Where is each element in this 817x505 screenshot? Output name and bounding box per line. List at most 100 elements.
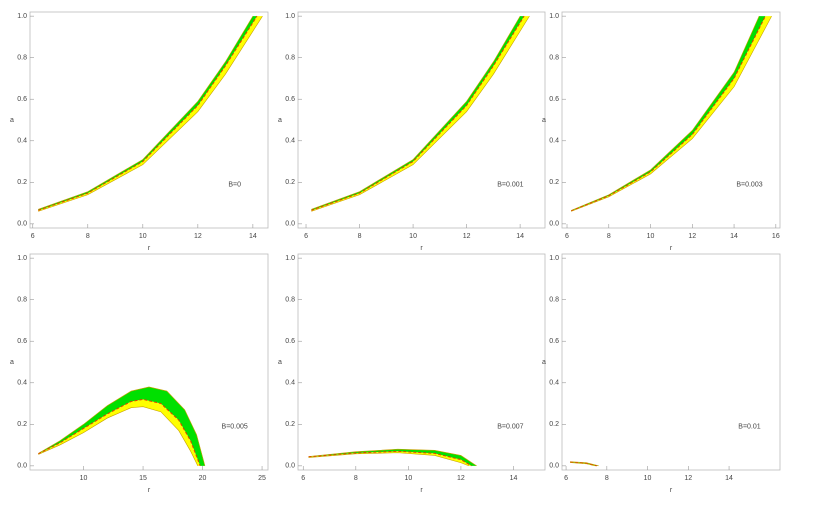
x-tick-label: 6 — [304, 233, 308, 240]
y-tick-label: 0.4 — [17, 380, 27, 387]
x-axis-label: r — [420, 487, 423, 494]
y-tick-label: 0.8 — [549, 55, 559, 62]
x-tick-label: 14 — [249, 233, 257, 240]
y-tick-label: 0.0 — [17, 221, 27, 228]
panel: 6 8 10 12 14 16 0.0 0.2 0.4 0.6 0.8 1.0 r a B=0.003 — [542, 11, 781, 252]
annotation: B=0.003 — [736, 182, 762, 189]
x-tick-label: 12 — [457, 475, 465, 482]
y-tick-label: 0.0 — [285, 221, 295, 228]
y-tick-label: 1.0 — [17, 13, 27, 20]
x-axis-label: r — [148, 245, 151, 252]
x-tick-label: 12 — [688, 233, 696, 240]
series-line — [38, 386, 206, 466]
x-tick-label: 12 — [194, 233, 202, 240]
y-tick-label: 0.4 — [549, 380, 559, 387]
x-tick-label: 10 — [647, 233, 655, 240]
y-axis-label: a — [10, 359, 14, 366]
y-tick-label: 0.8 — [549, 297, 559, 304]
series-line — [571, 16, 772, 212]
y-tick-label: 0.8 — [285, 55, 295, 62]
series-line — [38, 406, 199, 466]
y-axis-label: a — [542, 359, 546, 366]
y-tick-label: 0.6 — [285, 338, 295, 345]
y-tick-label: 0.2 — [17, 421, 27, 428]
band-fill — [311, 16, 525, 211]
x-tick-label: 10 — [404, 475, 412, 482]
annotation: B=0.001 — [497, 182, 523, 189]
y-tick-label: 0.8 — [17, 55, 27, 62]
annotation: B=0 — [228, 182, 241, 189]
series-line — [571, 15, 766, 212]
x-tick-label: 14 — [510, 475, 518, 482]
x-tick-label: 16 — [772, 233, 780, 240]
y-tick-label: 0.2 — [285, 421, 295, 428]
x-tick-label: 10 — [139, 233, 147, 240]
series-line — [570, 462, 595, 467]
y-axis-label: a — [278, 359, 282, 366]
x-tick-label: 6 — [301, 475, 305, 482]
x-tick-label: 14 — [730, 233, 738, 240]
x-axis-label: r — [670, 487, 673, 494]
y-tick-label: 0.0 — [549, 221, 559, 228]
y-axis-label: a — [278, 117, 282, 124]
plot — [38, 386, 206, 467]
y-tick-label: 0.8 — [285, 297, 295, 304]
y-tick-label: 1.0 — [17, 255, 27, 262]
y-axis-label: a — [542, 117, 546, 124]
plot-frame — [29, 253, 269, 471]
annotation: B=0.007 — [497, 424, 523, 431]
series-line — [308, 448, 477, 467]
x-tick-label: 6 — [565, 233, 569, 240]
plot-frame — [297, 11, 546, 229]
band-fill — [38, 16, 257, 211]
plot-frame — [561, 11, 781, 229]
y-tick-label: 0.4 — [17, 138, 27, 145]
x-axis-label: r — [670, 245, 673, 252]
y-axis-label: a — [10, 117, 14, 124]
plot — [570, 461, 599, 467]
y-tick-label: 0.4 — [285, 138, 295, 145]
plot-frame — [561, 253, 781, 471]
plot — [38, 15, 263, 212]
y-tick-label: 0.6 — [549, 338, 559, 345]
x-tick-label: 6 — [564, 475, 568, 482]
y-tick-label: 0.8 — [17, 297, 27, 304]
series-line — [571, 16, 760, 211]
series-line — [311, 15, 525, 211]
y-tick-label: 0.2 — [549, 179, 559, 186]
x-axis-label: r — [420, 245, 423, 252]
x-tick-label: 25 — [258, 475, 266, 482]
x-tick-label: 6 — [31, 233, 35, 240]
y-tick-label: 0.2 — [285, 179, 295, 186]
y-tick-label: 0.0 — [285, 463, 295, 470]
y-tick-label: 1.0 — [549, 255, 559, 262]
x-tick-label: 14 — [725, 475, 733, 482]
y-tick-label: 0.6 — [17, 338, 27, 345]
y-tick-label: 0.6 — [285, 96, 295, 103]
x-axis-label: r — [148, 487, 151, 494]
panel: 6 8 10 12 14 0.0 0.2 0.4 0.6 0.8 1.0 r a B=0.01 — [542, 253, 781, 494]
x-tick-label: 8 — [354, 475, 358, 482]
y-tick-label: 0.2 — [17, 179, 27, 186]
x-tick-label: 10 — [80, 475, 88, 482]
plot — [571, 15, 772, 212]
plot-frame — [297, 253, 546, 471]
y-tick-label: 0.0 — [17, 463, 27, 470]
panel: 6 8 10 12 14 0.0 0.2 0.4 0.6 0.8 1.0 r a B=0 — [10, 11, 269, 252]
band-fill — [38, 386, 205, 466]
series-line — [311, 16, 521, 210]
x-tick-label: 8 — [605, 475, 609, 482]
x-tick-label: 10 — [409, 233, 417, 240]
y-tick-label: 0.6 — [549, 96, 559, 103]
x-tick-label: 10 — [644, 475, 652, 482]
x-tick-label: 8 — [607, 233, 611, 240]
x-tick-label: 8 — [86, 233, 90, 240]
panel: 6 8 10 12 14 0.0 0.2 0.4 0.6 0.8 1.0 r a B=0.007 — [278, 253, 546, 494]
y-tick-label: 0.6 — [17, 96, 27, 103]
annotation: B=0.005 — [222, 424, 248, 431]
y-tick-label: 0.0 — [549, 463, 559, 470]
plot — [308, 448, 477, 467]
series-line — [308, 452, 469, 467]
x-tick-label: 15 — [139, 475, 147, 482]
